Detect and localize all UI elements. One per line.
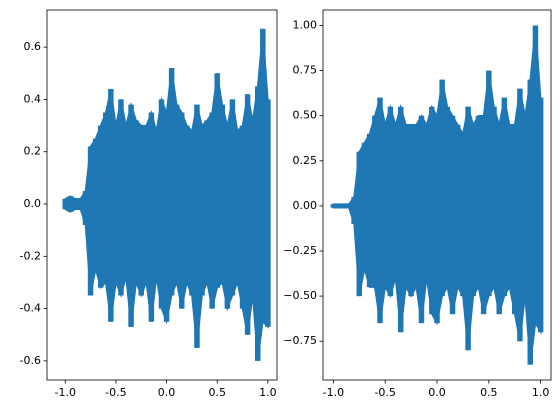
y-tick-label: 1.00 [293,19,318,32]
y-tick-label: −0.25 [283,244,317,257]
y-tick-label: 0.4 [24,92,42,105]
x-tick-label: 0.5 [480,386,498,399]
y-tick-label: 0.75 [293,64,318,77]
y-tick-label: −0.50 [283,289,317,302]
x-tick-label: 0.0 [158,386,176,399]
x-tick-label: -0.5 [105,386,126,399]
y-tick-label: 0.25 [293,154,318,167]
waveform-fill [332,25,542,365]
y-tick-label: 0.2 [24,145,42,158]
y-tick-label: 0.50 [293,109,318,122]
x-tick-label: -0.5 [374,386,395,399]
y-tick-label: -0.2 [20,249,41,262]
y-tick-label: 0.6 [24,40,42,53]
x-tick-label: 0.5 [208,386,226,399]
x-tick-label: 1.0 [259,386,277,399]
waveform-fill [64,28,269,362]
y-tick-label: 0.00 [293,199,318,212]
x-tick-label: -1.0 [323,386,344,399]
y-tick-label: -0.6 [20,354,41,367]
y-tick-label: −0.75 [283,334,317,347]
axes-frame [46,9,278,381]
x-tick-label: -1.0 [55,386,76,399]
y-tick-label: -0.4 [20,302,41,315]
y-tick-label: 0.0 [24,197,42,210]
x-tick-label: 1.0 [532,386,550,399]
x-tick-label: 0.0 [428,386,446,399]
